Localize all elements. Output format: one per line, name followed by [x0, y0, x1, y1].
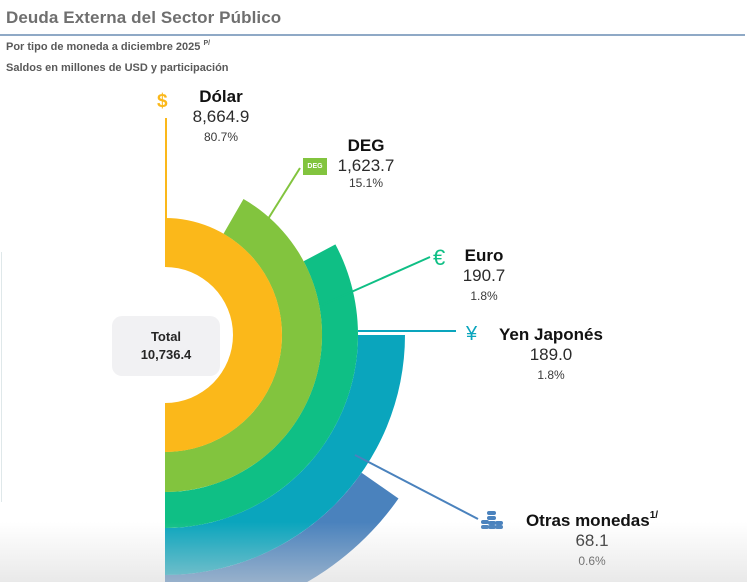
deg-badge-icon: DEG: [303, 158, 327, 175]
euro-icon: €: [433, 245, 446, 270]
leader-otras: [354, 454, 479, 520]
label-yen-name: Yen Japonés: [499, 325, 603, 344]
total-badge: Total 10,736.4: [112, 316, 220, 376]
total-label: Total: [150, 329, 182, 344]
chart-title: Deuda Externa del Sector Público: [6, 8, 282, 27]
label-otras-name-text: Otras monedas: [525, 511, 650, 530]
subtitle-period-text: Por tipo de moneda a diciembre 2025: [6, 41, 201, 53]
label-otras-pct: 0.6%: [578, 554, 606, 568]
yen-icon: ¥: [466, 323, 478, 345]
preliminary-note: P/: [203, 40, 211, 47]
dollar-icon: $: [157, 91, 168, 112]
label-yen: Yen Japonés 189.0 1.8%: [491, 325, 611, 382]
label-otras-value: 68.1: [575, 531, 609, 550]
coins-stack-icon: [481, 511, 503, 529]
label-deg-pct: 15.1%: [348, 176, 384, 190]
label-yen-value: 189.0: [529, 345, 573, 364]
label-yen-pct: 1.8%: [537, 368, 565, 382]
left-divider: [1, 252, 2, 502]
label-dolar-value: 8,664.9: [192, 107, 250, 126]
label-otras-name: Otras monedas1/: [517, 510, 667, 531]
label-euro-pct: 1.8%: [470, 289, 498, 303]
label-dolar: Dólar 8,664.9 80.7%: [188, 87, 254, 144]
chart-subtitle-units: Saldos en millones de USD y participació…: [6, 62, 229, 74]
label-euro-value: 190.7: [462, 266, 506, 285]
leader-euro: [321, 256, 431, 306]
label-deg-value: 1,623.7: [337, 156, 395, 175]
leader-deg: [262, 167, 301, 228]
arc-euro[interactable]: [165, 244, 358, 528]
label-euro-name: Euro: [464, 246, 504, 265]
label-euro: Euro 190.7 1.8%: [459, 246, 509, 303]
label-dolar-name: Dólar: [199, 87, 243, 106]
footnote-marker: 1/: [649, 510, 659, 521]
arc-dolar[interactable]: [165, 218, 282, 452]
label-deg-name: DEG: [347, 136, 385, 155]
label-otras: Otras monedas1/ 68.1 0.6%: [517, 510, 667, 568]
label-deg: DEG 1,623.7 15.1%: [334, 136, 398, 190]
total-value: 10,736.4: [140, 347, 192, 362]
chart-subtitle-period: Por tipo de moneda a diciembre 2025 P/: [6, 40, 210, 53]
arc-deg[interactable]: [165, 199, 323, 492]
label-dolar-pct: 80.7%: [203, 130, 239, 144]
title-divider: [0, 34, 745, 36]
